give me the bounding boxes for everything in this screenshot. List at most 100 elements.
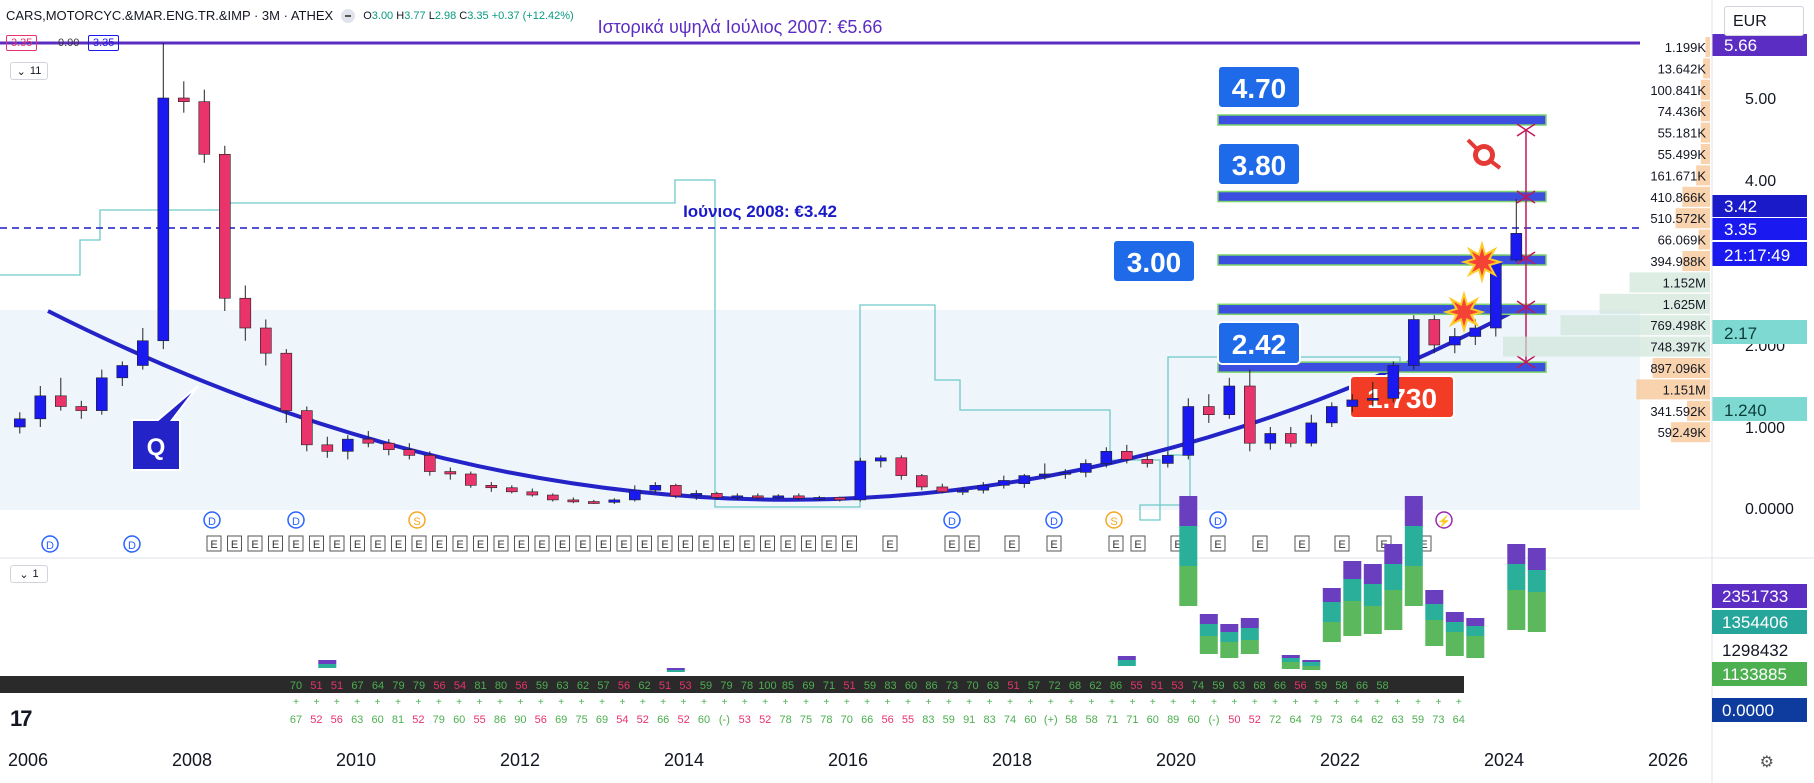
- vol-green: [1384, 590, 1403, 630]
- candle: [321, 436, 334, 458]
- candle-body: [1285, 433, 1297, 444]
- earnings-box: [555, 535, 570, 552]
- score-bottom: 72: [1269, 714, 1281, 726]
- candle: [382, 439, 395, 456]
- vol-teal: [1384, 564, 1403, 590]
- volume-label-text: 0.0000: [1722, 701, 1774, 720]
- candle: [464, 471, 477, 488]
- earnings-letter: E: [1380, 539, 1387, 551]
- volume-bar: [1425, 590, 1444, 646]
- earnings-letter: E: [497, 539, 504, 551]
- range-arrow-head: [1516, 355, 1536, 369]
- hide-icon[interactable]: [341, 8, 356, 23]
- candle-body: [895, 457, 908, 476]
- score-plus: +: [619, 697, 625, 708]
- vol-teal: [1199, 624, 1218, 636]
- candle-body: [219, 153, 231, 299]
- volume-bar: [1445, 612, 1464, 656]
- earnings-letter: E: [579, 539, 586, 551]
- score-plus: +: [946, 697, 952, 708]
- x-tick-label: 2024: [1484, 750, 1524, 770]
- vp-label: 1.151M: [1663, 382, 1706, 397]
- score-bottom: (-): [719, 714, 730, 726]
- earnings-letter: E: [1298, 539, 1305, 551]
- currency-selector[interactable]: EUR: [1724, 6, 1804, 36]
- candle-body: [1428, 319, 1441, 346]
- candle-body: [1018, 475, 1031, 485]
- indicator-toggle[interactable]: ⌄ 11: [10, 62, 48, 80]
- volume-bar: [1240, 618, 1259, 654]
- candle-body: [1039, 473, 1051, 477]
- volume-label-text: 2351733: [1722, 587, 1788, 606]
- score-top: 83: [884, 680, 896, 692]
- x-tick-label: 2010: [336, 750, 376, 770]
- candle-body: [464, 473, 477, 486]
- candle-body: [1244, 385, 1256, 444]
- earnings-letter: E: [477, 539, 484, 551]
- score-plus: +: [1129, 697, 1135, 708]
- candle: [833, 496, 846, 502]
- score-top: 59: [536, 680, 548, 692]
- candle: [75, 400, 88, 419]
- x-tick-label: 2006: [8, 750, 48, 770]
- vp-label: 410.866K: [1650, 190, 1706, 205]
- score-plus: +: [681, 697, 687, 708]
- earnings-box: [1334, 535, 1350, 552]
- settings-gear-icon[interactable]: ⚙: [1759, 754, 1774, 771]
- event-letter: D: [128, 540, 136, 552]
- vol-teal: [318, 664, 337, 668]
- vol-purple: [1425, 590, 1444, 604]
- score-bottom: 63: [351, 714, 363, 726]
- candle: [219, 145, 231, 311]
- zero-chip: 0.00: [58, 37, 80, 49]
- level-band: [1217, 254, 1547, 266]
- volume-bar: [1363, 564, 1382, 634]
- earnings-letter: E: [641, 539, 648, 551]
- volume-pane-toggle[interactable]: ⌄ 1: [10, 565, 48, 583]
- earnings-box: [227, 535, 242, 552]
- score-top: 70: [966, 680, 978, 692]
- earnings-letter: E: [886, 539, 893, 551]
- candle-body: [813, 497, 826, 500]
- score-top: 56: [618, 680, 630, 692]
- y-tick-label: 0.0000: [1745, 501, 1794, 518]
- vol-teal: [1466, 626, 1485, 636]
- candle-body: [1080, 463, 1092, 473]
- score-bottom: 73: [1330, 714, 1342, 726]
- vp-label: 66.069K: [1658, 233, 1707, 248]
- vol-green: [1466, 636, 1485, 658]
- score-plus: +: [1395, 697, 1401, 708]
- earnings-letter: E: [395, 539, 402, 551]
- score-top: 79: [413, 680, 425, 692]
- score-bottom: 90: [514, 714, 526, 726]
- event-circle: [1209, 511, 1227, 529]
- score-bottom: 75: [800, 714, 812, 726]
- earnings-letter: E: [272, 539, 279, 551]
- score-top: 66: [1274, 680, 1286, 692]
- earnings-letter: E: [620, 539, 627, 551]
- vp-bar: [1629, 272, 1710, 293]
- candle: [1510, 199, 1523, 262]
- candle-body: [690, 493, 703, 497]
- score-top: 56: [1294, 680, 1306, 692]
- vol-teal: [1281, 658, 1300, 662]
- score-top: 85: [782, 680, 794, 692]
- volume-label: 1298432: [1722, 641, 1788, 660]
- vol-green: [1425, 620, 1444, 646]
- symbol-name[interactable]: CARS,MOTORCYC.&MAR.ENG.TR.&IMP · 3M · AT…: [6, 8, 334, 23]
- vol-green: [1220, 642, 1239, 658]
- candle: [546, 493, 559, 502]
- candle-body: [157, 97, 170, 342]
- score-plus: +: [905, 697, 911, 708]
- score-bottom: 60: [1187, 714, 1199, 726]
- score-plus: +: [415, 697, 421, 708]
- level-4.70: [1217, 114, 1547, 126]
- candle-body: [1510, 233, 1523, 261]
- vol-purple: [1220, 624, 1239, 632]
- earnings-box: [452, 535, 468, 552]
- score-top: 68: [1069, 680, 1081, 692]
- earnings-box: [288, 535, 304, 552]
- earnings-box: [678, 535, 693, 552]
- candy-wrap: [1466, 138, 1502, 170]
